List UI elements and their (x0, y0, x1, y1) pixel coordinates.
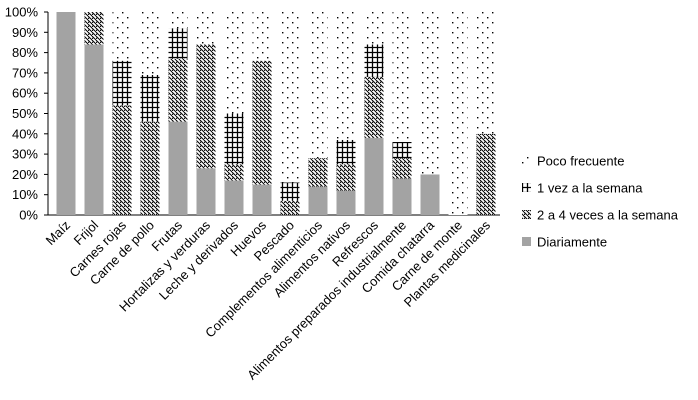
y-tick-label: 40% (12, 126, 38, 141)
y-tick-label: 20% (12, 167, 38, 182)
bar-stack-carne-de-monte (448, 12, 468, 215)
bar-segment-diariamente (84, 44, 104, 216)
y-tick-label: 50% (12, 106, 38, 121)
bar-segment-2-a-4-veces-a-la-semana (364, 76, 384, 138)
bar-segment-1-vez-a-la-semana (140, 74, 160, 122)
legend-item-poco-frecuente: Poco frecuente (522, 154, 624, 169)
bar-segment-poco-frecuente (224, 12, 244, 114)
bar-segment-diariamente (308, 186, 328, 215)
x-tick-label: Maíz (43, 218, 74, 249)
bar-segment-diariamente (364, 137, 384, 215)
bar-segment-poco-frecuente (140, 12, 160, 75)
legend-swatch (522, 237, 531, 246)
bar-segment-poco-frecuente (112, 12, 132, 61)
bar-segment-2-a-4-veces-a-la-semana (392, 158, 412, 179)
bar-stack-carnes-rojas (112, 12, 132, 215)
bar-segment-2-a-4-veces-a-la-semana (308, 158, 328, 187)
bar-segment-1-vez-a-la-semana (224, 113, 244, 165)
bar-segment-1-vez-a-la-semana (280, 182, 300, 201)
bar-stack-comida-chatarra (420, 12, 440, 215)
bar-stack-carne-de-pollo (140, 12, 160, 215)
bar-segment-2-a-4-veces-a-la-semana (84, 12, 104, 45)
legend-item-diariamente: Diariamente (522, 235, 607, 250)
y-tick-label: 100% (5, 5, 39, 20)
y-tick-label: 60% (12, 86, 38, 101)
bar-segment-1-vez-a-la-semana (112, 60, 132, 106)
legend-label: 2 a 4 veces a la semana (537, 208, 679, 223)
legend: Poco frecuente 1 vez a la semana 2 a 4 vec… (522, 154, 679, 250)
bar-stack-alimentos-nativos (336, 12, 356, 215)
bar-segment-poco-frecuente (308, 12, 328, 159)
bar-segment-2-a-4-veces-a-la-semana (140, 121, 160, 215)
bar-segment-1-vez-a-la-semana (168, 28, 188, 59)
bar-segment-poco-frecuente (476, 12, 496, 134)
y-tick-label: 10% (12, 187, 38, 202)
y-tick-label: 0% (19, 208, 38, 223)
bar-segment-poco-frecuente (420, 12, 440, 175)
bar-segment-diariamente (168, 121, 188, 215)
bar-stack-complementos-alimenticios (308, 12, 328, 215)
legend-item-2-a-4-veces-a-la-semana: 2 a 4 veces a la semana (522, 208, 679, 223)
bar-stack-frijol (84, 12, 104, 216)
legend-label: Diariamente (537, 235, 607, 250)
bar-segment-2-a-4-veces-a-la-semana (336, 164, 356, 191)
legend-label: Poco frecuente (537, 154, 624, 169)
bar-segment-2-a-4-veces-a-la-semana (252, 60, 272, 185)
y-tick-label: 30% (12, 147, 38, 162)
bar-stack-huevos (252, 12, 272, 215)
y-tick-label: 80% (12, 45, 38, 60)
bar-segment-diariamente (196, 168, 216, 215)
bar-segment-poco-frecuente (448, 12, 468, 215)
bar-segment-poco-frecuente (280, 12, 300, 183)
legend-item-1-vez-a-la-semana: 1 vez a la semana (522, 181, 643, 196)
legend-swatch (522, 183, 531, 192)
bar-segment-poco-frecuente (168, 12, 188, 29)
bar-segment-1-vez-a-la-semana (392, 141, 412, 159)
bar-segment-diariamente (56, 12, 76, 215)
legend-label: 1 vez a la semana (537, 181, 643, 196)
bar-segment-1-vez-a-la-semana (336, 139, 356, 165)
bar-segment-poco-frecuente (252, 12, 272, 61)
bar-stack-plantas-medicinales (476, 12, 496, 215)
bar-segment-diariamente (336, 190, 356, 215)
bar-stack-frutas (168, 12, 188, 215)
y-tick-label: 70% (12, 65, 38, 80)
bar-stack-alimentos-preparados-industrialmente (392, 12, 412, 215)
bar-segment-2-a-4-veces-a-la-semana (112, 105, 132, 215)
y-tick-label: 90% (12, 25, 38, 40)
bar-stack-refrescos (364, 12, 384, 215)
bar-segment-diariamente (224, 180, 244, 215)
bar-segment-diariamente (252, 184, 272, 215)
bar-segment-poco-frecuente (364, 12, 384, 45)
bar-segment-2-a-4-veces-a-la-semana (224, 164, 244, 181)
legend-swatch (522, 210, 531, 219)
bar-segment-2-a-4-veces-a-la-semana (168, 58, 188, 122)
bar-segment-diariamente (420, 174, 440, 215)
bar-stack-hortalizas-y-verduras (196, 12, 216, 215)
bar-segment-1-vez-a-la-semana (364, 44, 384, 77)
bar-stack-maiz (56, 12, 76, 215)
bar-segment-2-a-4-veces-a-la-semana (196, 44, 216, 169)
bar-stack-pescado (280, 12, 300, 215)
bar-stack-leche-y-derivados (224, 12, 244, 215)
bar-segment-poco-frecuente (336, 12, 356, 140)
bar-segment-2-a-4-veces-a-la-semana (476, 133, 496, 215)
bar-segment-diariamente (392, 178, 412, 215)
bar-segment-2-a-4-veces-a-la-semana (280, 200, 300, 215)
bar-segment-poco-frecuente (196, 12, 216, 45)
legend-swatch (522, 156, 531, 165)
bars (56, 12, 496, 216)
bar-segment-poco-frecuente (392, 12, 412, 142)
